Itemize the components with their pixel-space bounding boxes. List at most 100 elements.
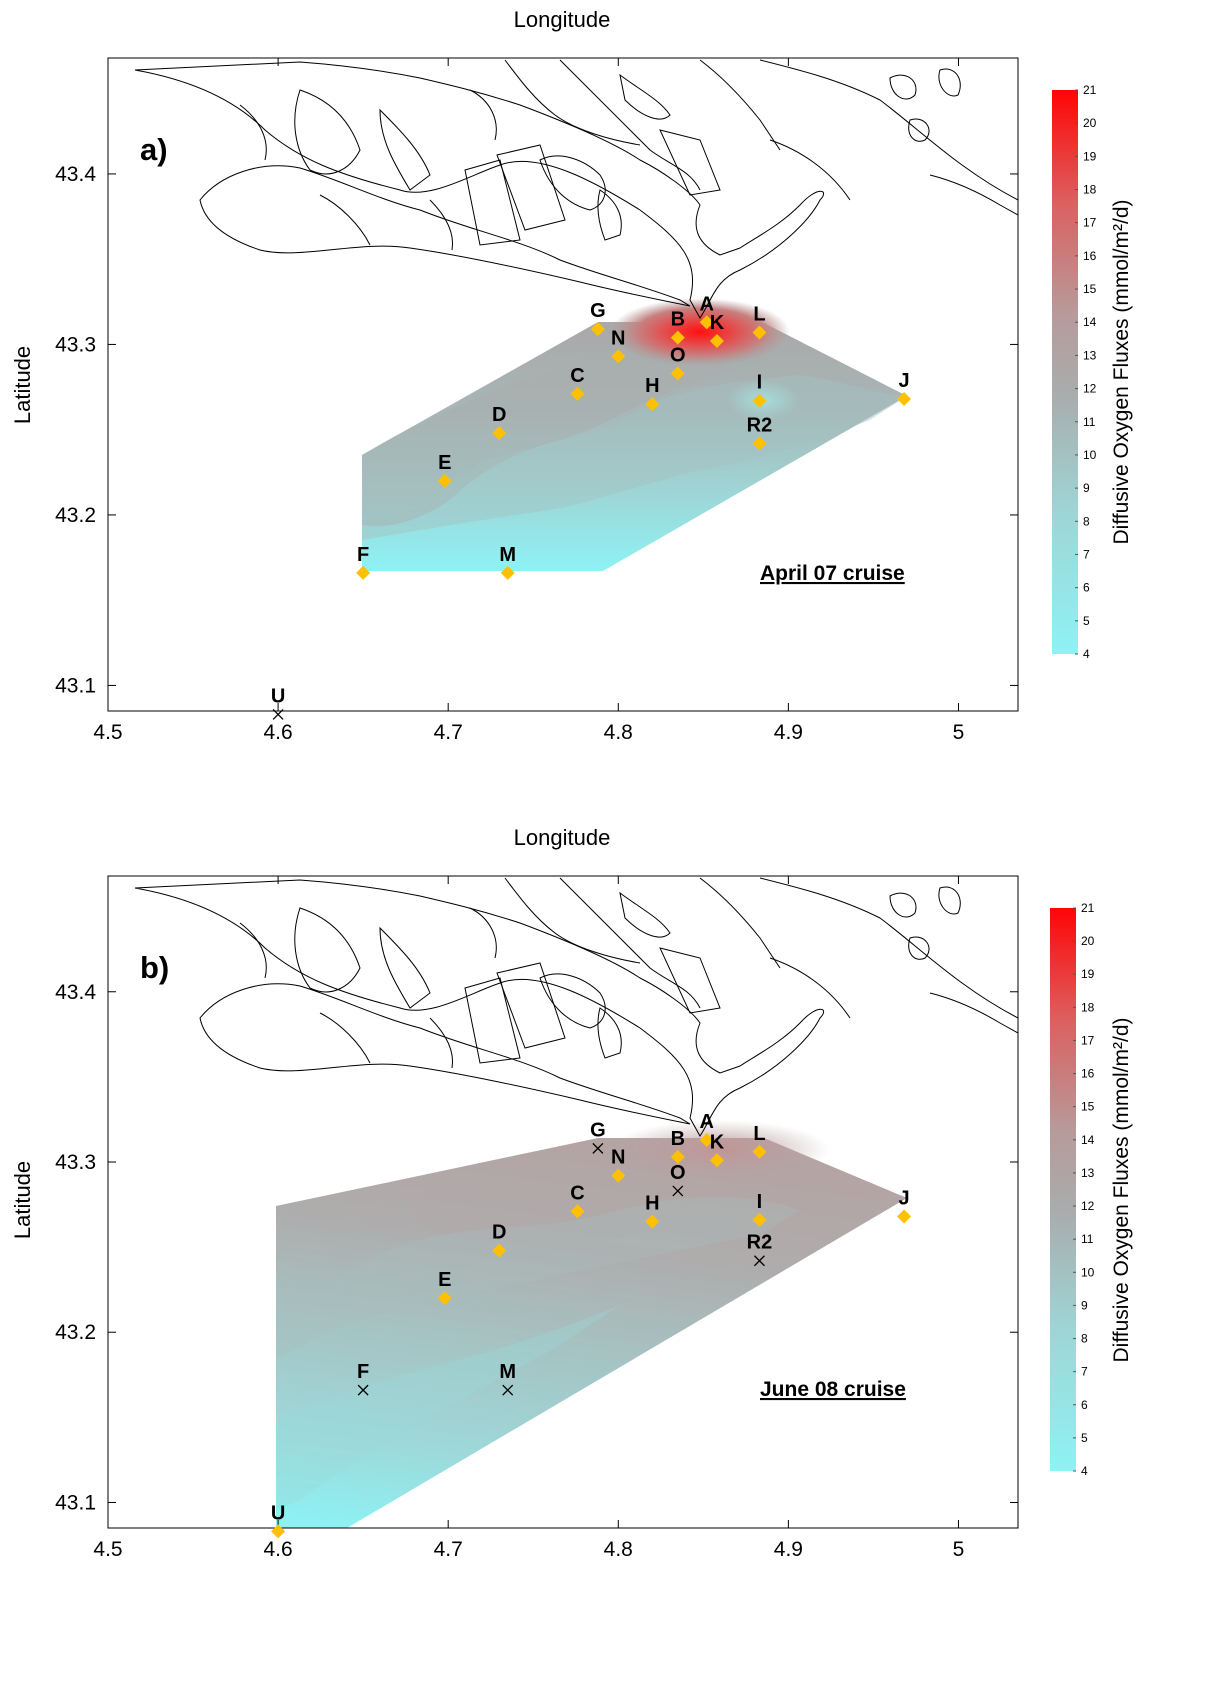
station-n: N <box>611 327 626 364</box>
station-label: L <box>753 303 765 325</box>
colorbar-tick-label: 8 <box>1083 514 1090 528</box>
colorbar-tick-label: 15 <box>1081 1100 1095 1114</box>
station-n: N <box>611 1147 626 1183</box>
station-u: U <box>271 685 285 720</box>
station-label: B <box>671 309 685 331</box>
station-label: F <box>357 1361 369 1383</box>
axes-frame <box>107 57 1019 712</box>
station-marker-diamond <box>670 366 685 381</box>
x-tick-label: 4.5 <box>93 721 122 744</box>
station-b: B <box>671 309 685 345</box>
station-label: H <box>645 1193 659 1215</box>
colorbar-tick-label: 21 <box>1083 83 1097 97</box>
colorbar-tick-label: 16 <box>1083 249 1097 263</box>
station-label: R2 <box>747 414 773 436</box>
station-label: N <box>611 327 625 349</box>
colorbar-tick-label: 11 <box>1083 415 1096 429</box>
x-tick-label: 4.6 <box>263 1538 292 1561</box>
station-g: G <box>590 300 606 337</box>
stations-b: G AB K L N O C H I J D R2 E F M U <box>271 1111 912 1539</box>
station-label: I <box>757 1191 763 1213</box>
station-r2: R2 <box>747 414 773 451</box>
colorbar-tick-label: 4 <box>1081 1464 1088 1478</box>
station-marker-diamond <box>752 1212 767 1227</box>
x-tick-label: 4.8 <box>604 721 633 744</box>
panel-letter: b) <box>140 950 169 985</box>
y-tick-label: 43.2 <box>55 1321 96 1344</box>
colorbar-tick-label: 19 <box>1083 149 1097 163</box>
station-h: H <box>645 375 660 412</box>
y-tick-label: 43.4 <box>55 981 96 1004</box>
cruise-label: April 07 cruise <box>760 562 905 585</box>
station-marker-diamond <box>492 1243 507 1258</box>
station-marker-diamond <box>570 386 585 401</box>
colorbar-tick-label: 5 <box>1083 614 1090 628</box>
colorbar-label: Diffusive Oxygen Fluxes (mmol/m²/d) <box>1110 199 1133 544</box>
station-a: A <box>700 1111 714 1147</box>
x-tick-label: 4.8 <box>604 1538 633 1561</box>
station-label: A <box>700 1111 714 1133</box>
station-label: D <box>492 1222 506 1244</box>
y-tick-label: 43.1 <box>55 674 96 697</box>
station-label: E <box>438 1269 451 1291</box>
colorbar-tick-label: 9 <box>1083 481 1090 495</box>
station-marker-cross <box>357 1384 369 1396</box>
station-marker-diamond <box>709 334 724 349</box>
colorbar-ticks: 4 5 6 7 8 9 10 11 12 13 14 15 16 17 18 19 20 21 <box>1075 83 1097 661</box>
station-k: K <box>709 312 725 349</box>
station-label: F <box>357 544 369 566</box>
station-label: I <box>757 372 763 394</box>
x-tick-label: 4.7 <box>434 721 463 744</box>
station-h: H <box>645 1193 660 1229</box>
colorbar-label: Diffusive Oxygen Fluxes (mmol/m²/d) <box>1110 1017 1133 1362</box>
station-o: O <box>670 1162 686 1197</box>
station-marker-diamond <box>752 393 767 408</box>
axes-ticks-a: 4.5 4.6 4.7 4.8 4.9 5 43.1 43.2 43.3 43.4 <box>55 58 1018 744</box>
colorbar-tick-label: 20 <box>1083 116 1097 130</box>
colorbar-tick-label: 19 <box>1081 967 1095 981</box>
station-label: N <box>611 1147 625 1169</box>
x-tick-label: 4.6 <box>263 721 292 744</box>
station-label: J <box>898 1187 909 1209</box>
colorbar-tick-label: 6 <box>1083 581 1090 595</box>
station-label: L <box>753 1123 765 1145</box>
colorbar-tick-label: 20 <box>1081 934 1095 948</box>
contour-field <box>362 298 907 571</box>
station-l: L <box>752 1123 767 1159</box>
x-axis-title: Longitude <box>514 825 611 850</box>
station-marker-diamond <box>645 397 660 412</box>
x-tick-label: 5 <box>953 1538 965 1561</box>
station-label: K <box>710 1131 725 1153</box>
stations-a: G AB K L N O C H I J D R2 E F M U <box>271 293 912 720</box>
station-label: M <box>499 544 516 566</box>
station-i: I <box>752 1191 767 1227</box>
station-marker-diamond <box>752 325 767 340</box>
station-marker-diamond <box>611 1168 626 1183</box>
colorbar-b: 4 5 6 7 8 9 10 11 12 13 14 15 16 17 18 19 20 21 Diffusive… <box>1050 901 1133 1478</box>
y-tick-label: 43.4 <box>55 163 96 186</box>
station-c: C <box>570 1182 585 1219</box>
colorbar-tick-label: 16 <box>1081 1067 1095 1081</box>
station-u: U <box>271 1502 285 1539</box>
station-label: D <box>492 404 506 426</box>
station-marker-diamond <box>752 1144 767 1159</box>
x-tick-label: 4.9 <box>774 1538 803 1561</box>
colorbar-tick-label: 12 <box>1083 382 1097 396</box>
station-marker-diamond <box>437 473 452 488</box>
x-tick-label: 4.9 <box>774 721 803 744</box>
station-m: M <box>499 544 516 580</box>
station-j: J <box>897 1187 912 1224</box>
colorbar-tick-label: 5 <box>1081 1431 1088 1445</box>
colorbar-tick-label: 8 <box>1081 1332 1088 1346</box>
coastline <box>134 59 1018 319</box>
station-marker-diamond <box>897 391 912 406</box>
colorbar-tick-label: 10 <box>1083 448 1097 462</box>
station-b: B <box>671 1128 685 1164</box>
station-marker-diamond <box>590 322 605 337</box>
colorbar-tick-label: 7 <box>1081 1365 1088 1379</box>
station-label: C <box>570 365 584 387</box>
station-label: R2 <box>747 1232 773 1254</box>
station-r2: R2 <box>747 1232 773 1267</box>
coastline <box>134 877 1018 1137</box>
